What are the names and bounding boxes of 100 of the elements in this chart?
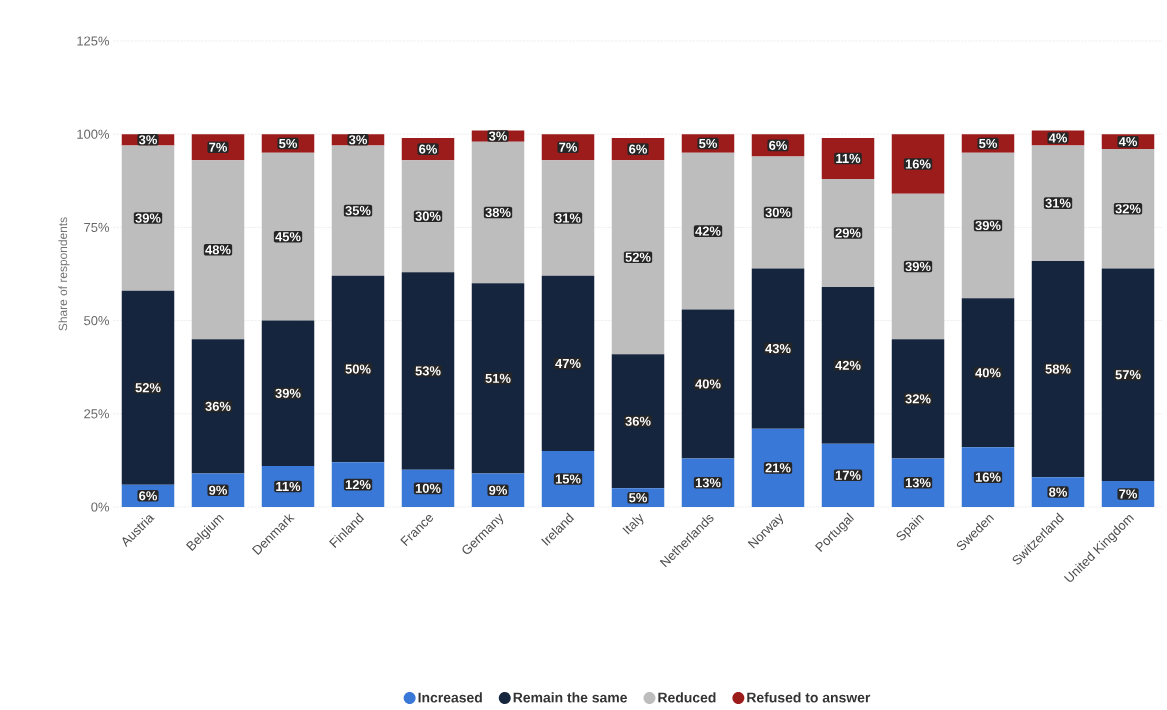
bar xyxy=(891,134,945,194)
bar xyxy=(1031,145,1085,261)
data-label: 8% xyxy=(1049,487,1068,497)
bar xyxy=(331,275,385,463)
bar xyxy=(681,309,735,459)
data-label: 7% xyxy=(559,142,578,152)
data-label: 15% xyxy=(555,474,581,484)
bar xyxy=(541,275,595,452)
data-label: 9% xyxy=(209,485,228,495)
bar xyxy=(961,298,1015,448)
data-label: 36% xyxy=(205,401,231,411)
data-label: 43% xyxy=(765,343,791,354)
data-label: 51% xyxy=(485,373,511,383)
data-label: 48% xyxy=(205,245,231,255)
bar xyxy=(331,145,385,276)
data-label: 6% xyxy=(769,140,788,150)
y-tick-label: 25% xyxy=(84,409,110,419)
bar xyxy=(261,320,315,466)
data-label: 17% xyxy=(835,470,861,480)
bar xyxy=(821,178,875,288)
bar xyxy=(191,473,245,507)
bar xyxy=(1031,260,1085,478)
data-label: 39% xyxy=(905,261,931,272)
data-label: 42% xyxy=(695,226,721,236)
bar xyxy=(751,268,805,429)
legend-label: Reduced xyxy=(658,692,716,703)
data-label: 3% xyxy=(488,131,508,141)
data-label: 39% xyxy=(135,213,161,223)
data-label: 40% xyxy=(695,379,721,389)
data-label: 29% xyxy=(835,228,861,238)
legend-label: Refused to answer xyxy=(747,692,871,703)
bar xyxy=(891,193,945,340)
data-label: 16% xyxy=(975,472,1001,482)
data-label: 13% xyxy=(905,478,931,488)
bar xyxy=(121,145,175,291)
y-tick-label: 125% xyxy=(77,36,110,46)
bar xyxy=(401,160,455,273)
data-label: 11% xyxy=(276,481,301,492)
y-tick-label: 50% xyxy=(84,316,110,326)
y-axis-title: Share of respondents xyxy=(58,217,70,331)
bar xyxy=(611,354,665,489)
data-label: 3% xyxy=(138,135,158,145)
bar xyxy=(611,160,665,355)
data-label: 57% xyxy=(1115,370,1141,380)
data-label: 58% xyxy=(1045,364,1071,374)
bar xyxy=(261,152,315,321)
y-tick-label: 0% xyxy=(91,502,110,512)
data-label: 11% xyxy=(836,153,861,163)
data-label: 30% xyxy=(765,207,791,218)
legend-label: Remain the same xyxy=(513,692,627,703)
legend-label: Increased xyxy=(418,692,482,703)
data-label: 5% xyxy=(279,138,298,149)
data-label: 39% xyxy=(275,388,301,398)
data-label: 12% xyxy=(345,480,371,490)
bar xyxy=(541,160,595,276)
y-tick-label: 100% xyxy=(77,129,110,139)
data-label: 52% xyxy=(135,383,161,393)
bar xyxy=(191,339,245,474)
data-label: 35% xyxy=(345,206,371,216)
data-label: 7% xyxy=(209,142,228,152)
data-label: 47% xyxy=(555,358,581,369)
data-label: 5% xyxy=(979,138,998,149)
bar xyxy=(541,451,595,507)
data-label: 9% xyxy=(489,485,508,495)
data-label: 50% xyxy=(345,364,371,374)
data-label: 38% xyxy=(485,207,511,218)
data-label: 6% xyxy=(419,144,438,154)
data-label: 3% xyxy=(348,135,368,145)
data-label: 7% xyxy=(1119,489,1138,499)
bar xyxy=(891,339,945,459)
data-label: 4% xyxy=(1118,137,1138,147)
data-label: 5% xyxy=(699,138,718,149)
bar xyxy=(401,272,455,470)
data-label: 39% xyxy=(975,220,1001,231)
y-tick-label: 75% xyxy=(84,222,110,232)
bar xyxy=(471,473,525,507)
data-label: 6% xyxy=(139,491,158,501)
data-label: 16% xyxy=(905,159,931,169)
bar xyxy=(751,156,805,269)
data-label: 45% xyxy=(275,232,301,242)
bar xyxy=(961,447,1015,507)
bar xyxy=(961,152,1015,299)
data-label: 31% xyxy=(1045,198,1071,208)
data-label: 40% xyxy=(975,368,1001,378)
data-label: 6% xyxy=(629,144,648,154)
data-label: 42% xyxy=(835,360,861,370)
data-label: 31% xyxy=(555,213,581,223)
data-label: 21% xyxy=(765,463,791,473)
bar xyxy=(471,283,525,474)
bar xyxy=(681,152,735,310)
data-label: 32% xyxy=(905,394,931,404)
data-label: 53% xyxy=(415,366,441,376)
data-label: 30% xyxy=(415,211,441,221)
data-label: 32% xyxy=(1115,204,1141,214)
data-label: 5% xyxy=(629,493,648,503)
x-tick-label: Italy xyxy=(622,513,644,535)
bar xyxy=(1101,268,1155,481)
bar xyxy=(191,160,245,340)
data-label: 4% xyxy=(1048,133,1068,143)
bar xyxy=(821,287,875,444)
